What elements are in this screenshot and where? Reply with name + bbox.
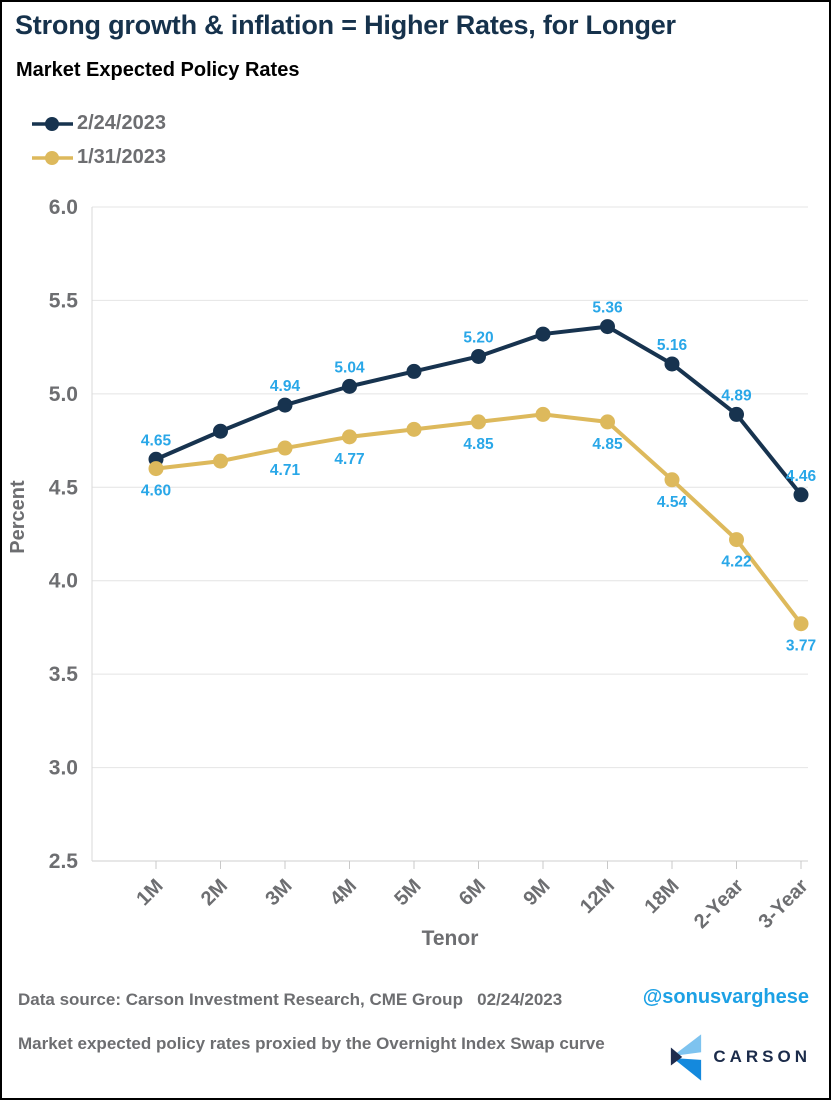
- data-point-marker: [471, 348, 486, 364]
- data-point-marker: [406, 421, 422, 437]
- data-point-label: 3.77: [786, 638, 816, 655]
- data-point-marker: [729, 532, 744, 548]
- x-tick-label: 4M: [326, 875, 361, 910]
- x-tick-label: 1M: [132, 875, 167, 910]
- data-point-marker: [406, 363, 422, 379]
- data-point-marker: [342, 378, 357, 394]
- data-point-label: 5.36: [592, 300, 623, 317]
- x-tick-label: 5M: [390, 875, 425, 910]
- page-title: Strong growth & inflation = Higher Rates…: [15, 10, 676, 40]
- data-point-marker: [213, 423, 228, 439]
- x-tick-label: 12M: [576, 875, 619, 918]
- x-tick-label: 2M: [197, 875, 232, 910]
- data-point-marker: [600, 319, 615, 335]
- data-point-marker: [342, 429, 357, 445]
- data-point-marker: [277, 397, 293, 413]
- data-source-text: Data source: Carson Investment Research,…: [18, 990, 563, 1009]
- data-point-label: 5.16: [657, 337, 688, 354]
- y-tick-label: 5.0: [49, 383, 78, 406]
- x-tick-label: 18M: [640, 875, 683, 918]
- y-tick-label: 4.0: [49, 570, 78, 593]
- data-point-label: 4.89: [721, 387, 752, 404]
- data-point-label: 4.54: [657, 494, 688, 511]
- data-point-label: 4.85: [463, 436, 494, 453]
- data-point-label: 4.71: [270, 462, 301, 479]
- carson-logo-icon: [671, 1034, 702, 1081]
- data-point-marker: [793, 487, 809, 503]
- legend: 2/24/2023 1/31/2023: [29, 112, 166, 180]
- x-tick-label: 2-Year: [690, 875, 748, 933]
- y-tick-label: 6.0: [49, 196, 78, 219]
- data-point-label: 4.77: [334, 451, 364, 468]
- data-point-label: 4.46: [786, 468, 817, 485]
- data-point-marker: [148, 461, 164, 477]
- data-point-marker: [664, 472, 680, 488]
- data-point-marker: [729, 406, 744, 422]
- legend-marker-icon: [32, 116, 73, 131]
- data-point-marker: [471, 414, 486, 430]
- data-point-marker: [664, 356, 680, 372]
- y-axis-title: Percent: [7, 480, 29, 554]
- legend-label: 2/24/2023: [77, 112, 166, 134]
- legend-label: 1/31/2023: [77, 146, 166, 168]
- x-tick-label: 9M: [519, 875, 554, 910]
- x-tick-label: 3M: [261, 875, 296, 910]
- data-point-label: 4.65: [141, 432, 172, 449]
- data-point-label: 4.85: [592, 436, 623, 453]
- legend-item-1/31/2023: 1/31/2023: [29, 146, 166, 169]
- policy-rates-line-chart: 6.0 5.5 5.0 4.5 4.0 3.5 3.0 2.5 1M 2M 3M 4M 5M 6M 9M 12…: [7, 196, 817, 950]
- data-point-label: 4.22: [721, 554, 751, 571]
- data-point-marker: [535, 326, 551, 342]
- twitter-handle-link[interactable]: @sonusvarghese: [642, 986, 809, 1008]
- data-point-label: 5.04: [334, 359, 365, 376]
- footnote-text: Market expected policy rates proxied by …: [18, 1034, 605, 1053]
- data-point-marker: [793, 616, 809, 632]
- y-tick-label: 4.5: [49, 476, 79, 499]
- carson-logo: CARSON: [669, 1032, 811, 1082]
- y-tick-label: 3.5: [49, 663, 79, 686]
- data-point-marker: [277, 440, 293, 456]
- x-tick-label: 6M: [455, 875, 490, 910]
- x-tick-label: 3-Year: [755, 875, 813, 933]
- data-point-label: 5.20: [463, 329, 493, 346]
- chart-subtitle: Market Expected Policy Rates: [16, 59, 300, 81]
- data-point-label: 4.60: [141, 483, 171, 500]
- legend-item-2/24/2023: 2/24/2023: [29, 112, 166, 135]
- data-point-label: 4.94: [270, 378, 301, 395]
- data-point-marker: [213, 453, 228, 469]
- data-point-marker: [600, 414, 615, 430]
- data-point-marker: [535, 406, 551, 422]
- carson-logo-text: CARSON: [713, 1047, 811, 1066]
- legend-marker-icon: [32, 150, 73, 165]
- y-tick-label: 5.5: [49, 289, 79, 312]
- y-tick-label: 2.5: [49, 850, 79, 873]
- x-axis-title: Tenor: [422, 927, 479, 950]
- y-tick-label: 3.0: [49, 757, 78, 780]
